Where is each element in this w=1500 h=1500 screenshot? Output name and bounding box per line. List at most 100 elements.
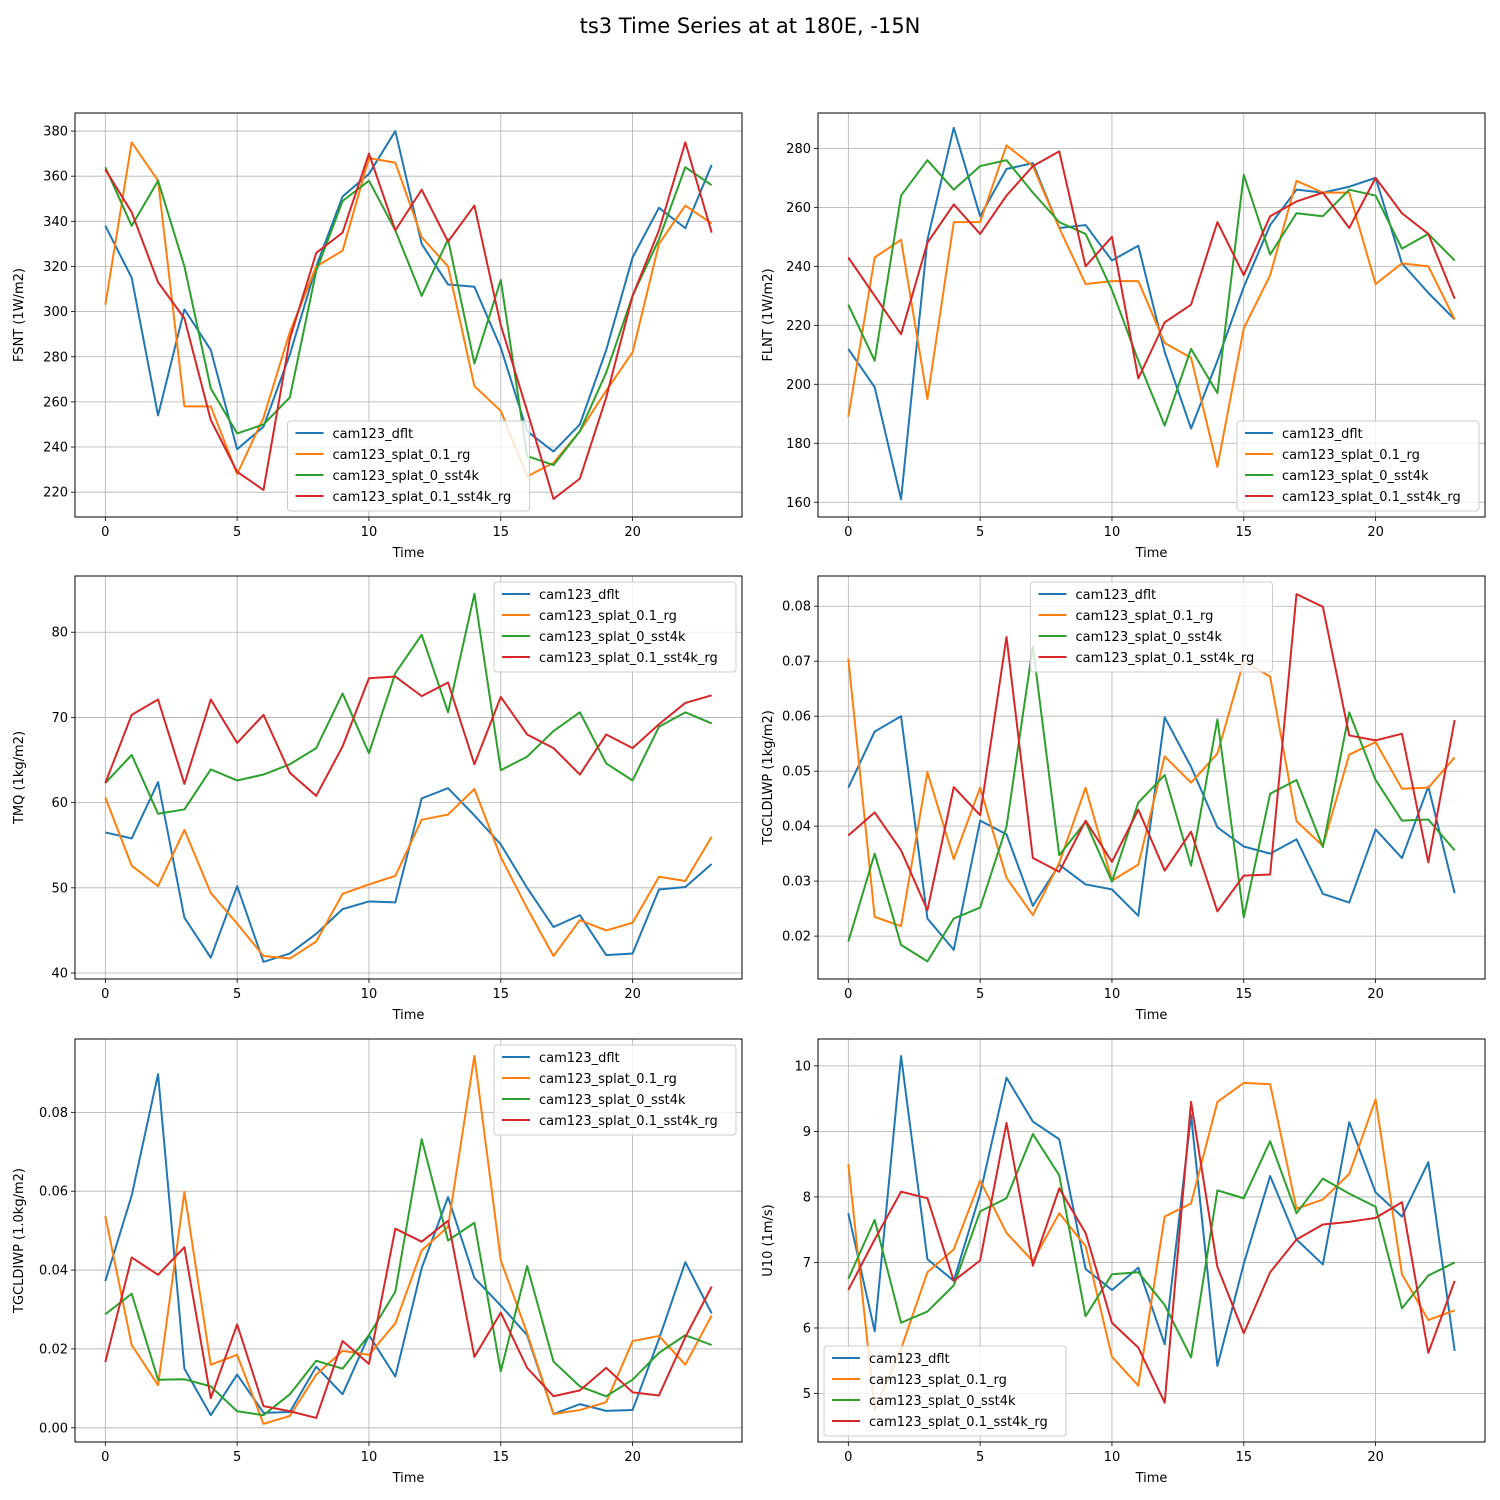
- x-axis-label: Time: [1135, 1008, 1168, 1023]
- y-tick-label: 360: [43, 170, 68, 185]
- legend: cam123_dflt cam123_splat_0.1_rg cam123_spl…: [1030, 581, 1273, 673]
- series-group: [847, 126, 1456, 501]
- legend-box: [493, 581, 737, 673]
- series-line-cam123_splat_0_sst4k: [104, 166, 713, 467]
- y-tick-label: 200: [786, 378, 811, 393]
- y-axis-label: TGCLDLWP (1kg/m2): [761, 710, 776, 846]
- legend-label: cam123_dflt: [1282, 427, 1363, 442]
- series-group: [847, 1055, 1456, 1411]
- legend-label: cam123_dflt: [539, 1051, 620, 1066]
- legend-label: cam123_splat_0.1_sst4k_rg: [1282, 490, 1461, 505]
- y-tick-label: 380: [43, 125, 68, 140]
- series-line-cam123_splat_0.1_rg: [104, 788, 713, 960]
- y-tick-label: 10: [794, 1059, 811, 1074]
- series-line-cam123_splat_0_sst4k: [104, 592, 713, 815]
- axes-frame: [74, 575, 743, 980]
- axes-frame: [817, 112, 1486, 518]
- y-tick-label: 7: [803, 1256, 811, 1271]
- y-axis-label: FSNT (1W/m2): [12, 268, 27, 362]
- y-tick-label: 5: [803, 1387, 811, 1402]
- x-tick-label: 20: [624, 525, 641, 540]
- series-line-cam123_splat_0_sst4k: [847, 1133, 1456, 1359]
- y-tick-label: 0.02: [782, 930, 811, 945]
- x-tick-label: 0: [101, 987, 109, 1002]
- series-line-cam123_splat_0.1_sst4k_rg: [104, 675, 712, 797]
- series-line-cam123_dflt: [847, 715, 1456, 951]
- chart-flnt: 0 5 10 15 20 160 180 200 220 240 260 280 Time FLNT (1…: [761, 112, 1486, 561]
- x-tick-label: 5: [233, 525, 241, 540]
- y-tick-label: 220: [786, 319, 811, 334]
- y-axis-label: U10 (1m/s): [761, 1204, 776, 1276]
- series-line-cam123_dflt: [104, 130, 713, 453]
- figure-title: ts3 Time Series at at 180E, -15N: [579, 14, 921, 38]
- y-tick-label: 0.04: [782, 820, 811, 835]
- series-line-cam123_splat_0_sst4k: [104, 1138, 713, 1417]
- chart-tgcldlwp: 0 5 10 15 20 0.02 0.03 0.04 0.05 0.06 0.07 0.08 Time…: [761, 575, 1486, 1023]
- y-tick-label: 0.06: [782, 710, 811, 725]
- x-tick-label: 10: [1104, 525, 1121, 540]
- y-tick-label: 9: [803, 1125, 811, 1140]
- y-tick-label: 60: [51, 796, 68, 811]
- series-group: [847, 593, 1456, 963]
- x-tick-label: 10: [1104, 987, 1121, 1002]
- x-tick-label: 5: [976, 1450, 984, 1465]
- x-tick-label: 20: [1367, 525, 1384, 540]
- x-tick-label: 20: [624, 1450, 641, 1465]
- x-axis-label: Time: [1135, 1471, 1168, 1486]
- y-tick-label: 0.07: [782, 655, 811, 670]
- series-line-cam123_splat_0.1_rg: [847, 1081, 1456, 1411]
- y-tick-label: 320: [43, 260, 68, 275]
- y-tick-label: 240: [43, 441, 68, 456]
- legend-label: cam123_dflt: [539, 588, 620, 603]
- legend-box: [1236, 420, 1480, 512]
- y-tick-label: 260: [43, 395, 68, 410]
- x-tick-label: 15: [492, 987, 509, 1002]
- legend: cam123_dflt cam123_splat_0.1_rg cam123_spl…: [493, 581, 737, 673]
- x-tick-label: 0: [844, 1450, 852, 1465]
- legend-box: [493, 1044, 737, 1136]
- y-tick-label: 300: [43, 305, 68, 320]
- x-axis-label: Time: [392, 1008, 425, 1023]
- series-line-cam123_splat_0.1_sst4k_rg: [847, 150, 1456, 380]
- series-group: [104, 592, 713, 963]
- legend-box: [287, 420, 530, 512]
- legend: cam123_dflt cam123_splat_0.1_rg cam123_spl…: [1236, 420, 1480, 512]
- series-group: [104, 130, 713, 500]
- legend-box: [1030, 581, 1273, 673]
- y-tick-label: 340: [43, 215, 68, 230]
- x-tick-label: 10: [1104, 1450, 1121, 1465]
- legend-label: cam123_splat_0_sst4k: [333, 469, 480, 484]
- y-tick-label: 0.03: [782, 875, 811, 890]
- legend-box: [823, 1345, 1067, 1437]
- y-tick-label: 0.08: [782, 600, 811, 615]
- x-tick-label: 5: [976, 987, 984, 1002]
- x-tick-label: 10: [361, 1450, 378, 1465]
- x-tick-label: 15: [1235, 987, 1252, 1002]
- series-line-cam123_splat_0_sst4k: [847, 645, 1456, 963]
- x-tick-label: 0: [844, 987, 852, 1002]
- x-tick-label: 15: [1235, 1450, 1252, 1465]
- series-line-cam123_splat_0.1_sst4k_rg: [104, 141, 713, 500]
- chart-u10: 0 5 10 15 20 5 6 7 8 9 10 Time U10 (1m/s) cam123_dflt…: [761, 1038, 1486, 1486]
- series-line-cam123_splat_0.1_rg: [104, 1054, 713, 1425]
- y-tick-label: 6: [803, 1321, 811, 1336]
- x-tick-label: 5: [233, 987, 241, 1002]
- x-axis-label: Time: [392, 546, 425, 561]
- series-line-cam123_splat_0.1_sst4k_rg: [847, 1100, 1456, 1404]
- legend-label: cam123_splat_0_sst4k: [869, 1394, 1016, 1409]
- x-tick-label: 10: [361, 525, 378, 540]
- legend: cam123_dflt cam123_splat_0.1_rg cam123_spl…: [287, 420, 530, 512]
- y-tick-label: 280: [786, 142, 811, 157]
- legend-label: cam123_splat_0_sst4k: [1282, 469, 1429, 484]
- y-tick-label: 240: [786, 260, 811, 275]
- y-axis-label: FLNT (1W/m2): [761, 268, 776, 361]
- x-tick-label: 0: [101, 1450, 109, 1465]
- legend-label: cam123_splat_0.1_sst4k_rg: [539, 1114, 718, 1129]
- y-tick-label: 280: [43, 350, 68, 365]
- x-tick-label: 5: [233, 1450, 241, 1465]
- legend-label: cam123_splat_0.1_rg: [1282, 448, 1420, 463]
- x-tick-label: 5: [976, 525, 984, 540]
- x-tick-label: 15: [492, 525, 509, 540]
- legend-label: cam123_dflt: [869, 1352, 950, 1367]
